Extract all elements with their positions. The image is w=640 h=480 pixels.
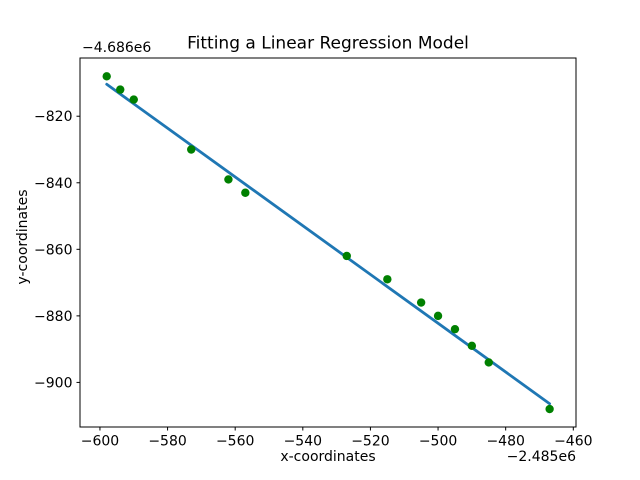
y-tick-label: −880	[34, 309, 72, 325]
x-axis-ticks: −600 −580 −560 −540 −520 −500 −480 −460	[81, 427, 593, 450]
y-axis-label: y-coordinates	[15, 189, 31, 284]
y-tick-label: −900	[34, 375, 72, 391]
scatter-point	[467, 341, 477, 351]
scatter-point	[342, 251, 351, 261]
plot-frame	[79, 57, 577, 428]
y-offset-label: −4.686e6	[82, 40, 151, 56]
scatter-point	[433, 311, 443, 321]
scatter-point	[102, 72, 111, 81]
scatter-point	[241, 188, 250, 197]
x-tick-label: −500	[419, 434, 457, 450]
x-tick-label: −560	[216, 434, 254, 450]
scatter-point	[545, 404, 554, 414]
chart-title: Fitting a Linear Regression Model	[187, 34, 469, 54]
y-tick-label: −820	[34, 109, 72, 125]
scatter-point	[416, 298, 426, 307]
x-tick-label: −460	[554, 434, 592, 450]
plot-series-layer	[102, 72, 554, 414]
x-axis-label: x-coordinates	[280, 449, 375, 465]
scatter-point	[129, 95, 138, 104]
y-axis-ticks: −900 −880 −860 −840 −820	[34, 109, 80, 391]
x-offset-label: −2.485e6	[507, 449, 576, 465]
x-tick-label: −540	[284, 434, 322, 450]
y-tick-label: −860	[34, 242, 72, 258]
scatter-point	[450, 324, 460, 334]
x-tick-label: −520	[351, 434, 389, 450]
scatter-point	[383, 275, 392, 284]
fitted-regression-line	[105, 82, 552, 406]
scatter-point	[116, 85, 125, 94]
scatter-point	[224, 175, 233, 184]
x-tick-label: −580	[148, 434, 186, 450]
scatter-point	[187, 145, 196, 154]
x-tick-label: −480	[486, 434, 524, 450]
x-tick-label: −600	[81, 434, 119, 450]
scatter-point	[484, 358, 493, 367]
y-tick-label: −840	[34, 176, 72, 192]
